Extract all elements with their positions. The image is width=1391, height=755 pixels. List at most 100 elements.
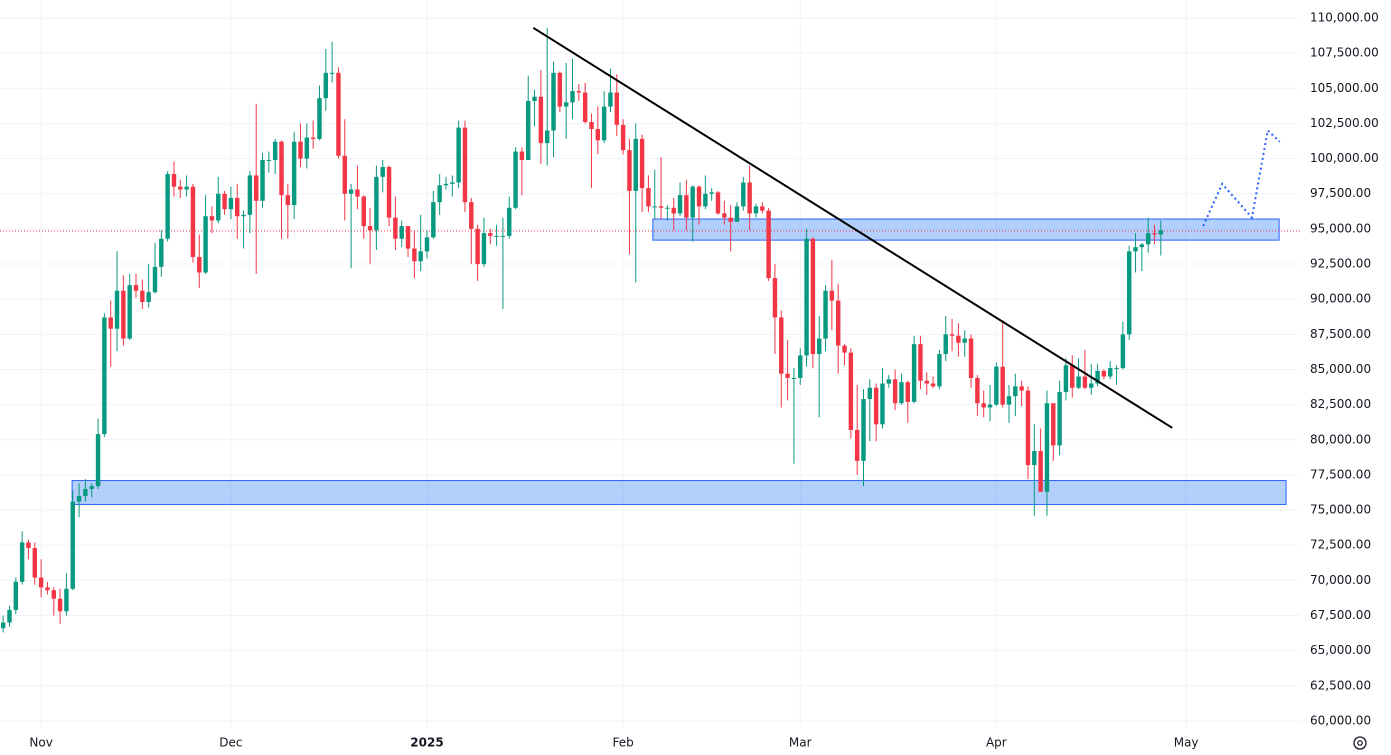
candle-body	[829, 290, 835, 301]
candle-body	[310, 137, 316, 139]
candle-body	[1019, 386, 1024, 391]
candle-body	[551, 72, 556, 131]
candle-body	[589, 122, 594, 130]
candle-body	[108, 317, 113, 329]
candle-body	[734, 206, 740, 222]
candle-body	[823, 290, 828, 339]
candle-body	[1000, 366, 1005, 405]
candle-body	[222, 193, 227, 210]
candle-body	[1057, 391, 1062, 446]
candle-body	[791, 377, 797, 379]
candle-body	[949, 334, 955, 336]
x-tick-label: Nov	[29, 736, 52, 750]
candle-body	[627, 150, 632, 191]
candle-body	[374, 176, 379, 231]
candle-body	[152, 266, 158, 293]
candle-body	[1089, 383, 1094, 388]
candle-body	[507, 207, 512, 236]
candle-body	[51, 590, 56, 599]
candle-body	[159, 238, 164, 267]
candle-body	[279, 141, 284, 196]
candle-body	[1101, 370, 1107, 377]
candle-body	[1158, 230, 1164, 235]
candle-body	[298, 141, 303, 159]
candle-body	[1152, 233, 1157, 235]
candle-body	[450, 182, 455, 184]
y-tick-label: 60,000.00	[1310, 713, 1371, 727]
candle-body	[513, 151, 518, 208]
candle-body	[1145, 233, 1151, 245]
candle-body	[848, 352, 854, 430]
candle-body	[380, 167, 385, 177]
candle-body	[696, 186, 702, 207]
candle-body	[924, 380, 929, 384]
candle-body	[658, 206, 664, 208]
candle-body	[728, 217, 733, 222]
x-tick-label: Mar	[789, 736, 812, 750]
candle-body	[235, 197, 240, 217]
candle-body	[70, 501, 75, 589]
candle-body	[538, 96, 544, 144]
candle-body	[500, 235, 506, 237]
candle-body	[842, 345, 847, 353]
x-tick-label: Feb	[612, 736, 633, 750]
candle-body	[121, 290, 126, 339]
y-tick-label: 110,000.00	[1310, 10, 1379, 24]
candle-body	[462, 127, 468, 203]
candle-body	[937, 354, 942, 387]
candle-body	[171, 174, 177, 187]
candle-body	[652, 206, 657, 208]
candle-body	[544, 130, 550, 144]
candle-body	[563, 102, 569, 107]
candle-body	[576, 91, 582, 93]
candle-body	[1082, 376, 1088, 388]
x-tick-label: 2025	[410, 736, 443, 750]
candle-body	[601, 106, 607, 141]
candle-body	[1114, 368, 1119, 370]
candle-body	[639, 138, 645, 189]
candle-body	[766, 210, 771, 279]
candle-body	[911, 344, 917, 402]
candle-body	[779, 317, 784, 374]
candle-body	[817, 338, 822, 355]
candle-body	[861, 399, 866, 461]
candle-body	[1025, 390, 1031, 466]
candle-body	[1044, 403, 1050, 492]
candle-body	[532, 96, 537, 101]
y-tick-label: 70,000.00	[1310, 573, 1371, 587]
candle-body	[899, 382, 904, 404]
candle-body	[519, 151, 525, 160]
candle-body	[595, 129, 601, 141]
candle-body	[1051, 403, 1056, 446]
candle-body	[89, 486, 94, 489]
candle-body	[633, 138, 638, 191]
candle-body	[1076, 376, 1081, 388]
settings-icon[interactable]	[1353, 736, 1367, 750]
candle-body	[854, 429, 860, 461]
candle-body	[95, 434, 101, 487]
candle-body	[0, 622, 6, 629]
candle-body	[291, 141, 297, 205]
candle-body	[146, 292, 151, 302]
x-tick-label: May	[1174, 736, 1199, 750]
candle-body	[968, 338, 974, 378]
y-tick-label: 85,000.00	[1310, 362, 1371, 376]
candle-body	[798, 355, 803, 378]
candle-body	[329, 72, 335, 74]
candle-body	[469, 202, 474, 229]
candle-body	[32, 548, 38, 578]
candle-body	[475, 228, 480, 265]
y-tick-label: 72,500.00	[1310, 538, 1371, 552]
candle-body	[690, 186, 695, 218]
y-tick-label: 92,500.00	[1310, 257, 1371, 271]
candle-body	[1095, 370, 1100, 384]
candle-body	[304, 137, 310, 159]
candle-body	[64, 588, 69, 612]
candle-body	[835, 300, 841, 346]
candle-body	[342, 155, 347, 194]
candle-body	[570, 91, 575, 103]
candle-body	[367, 226, 373, 231]
candle-body	[918, 344, 923, 381]
candle-body	[285, 195, 291, 205]
candle-body	[785, 373, 790, 378]
